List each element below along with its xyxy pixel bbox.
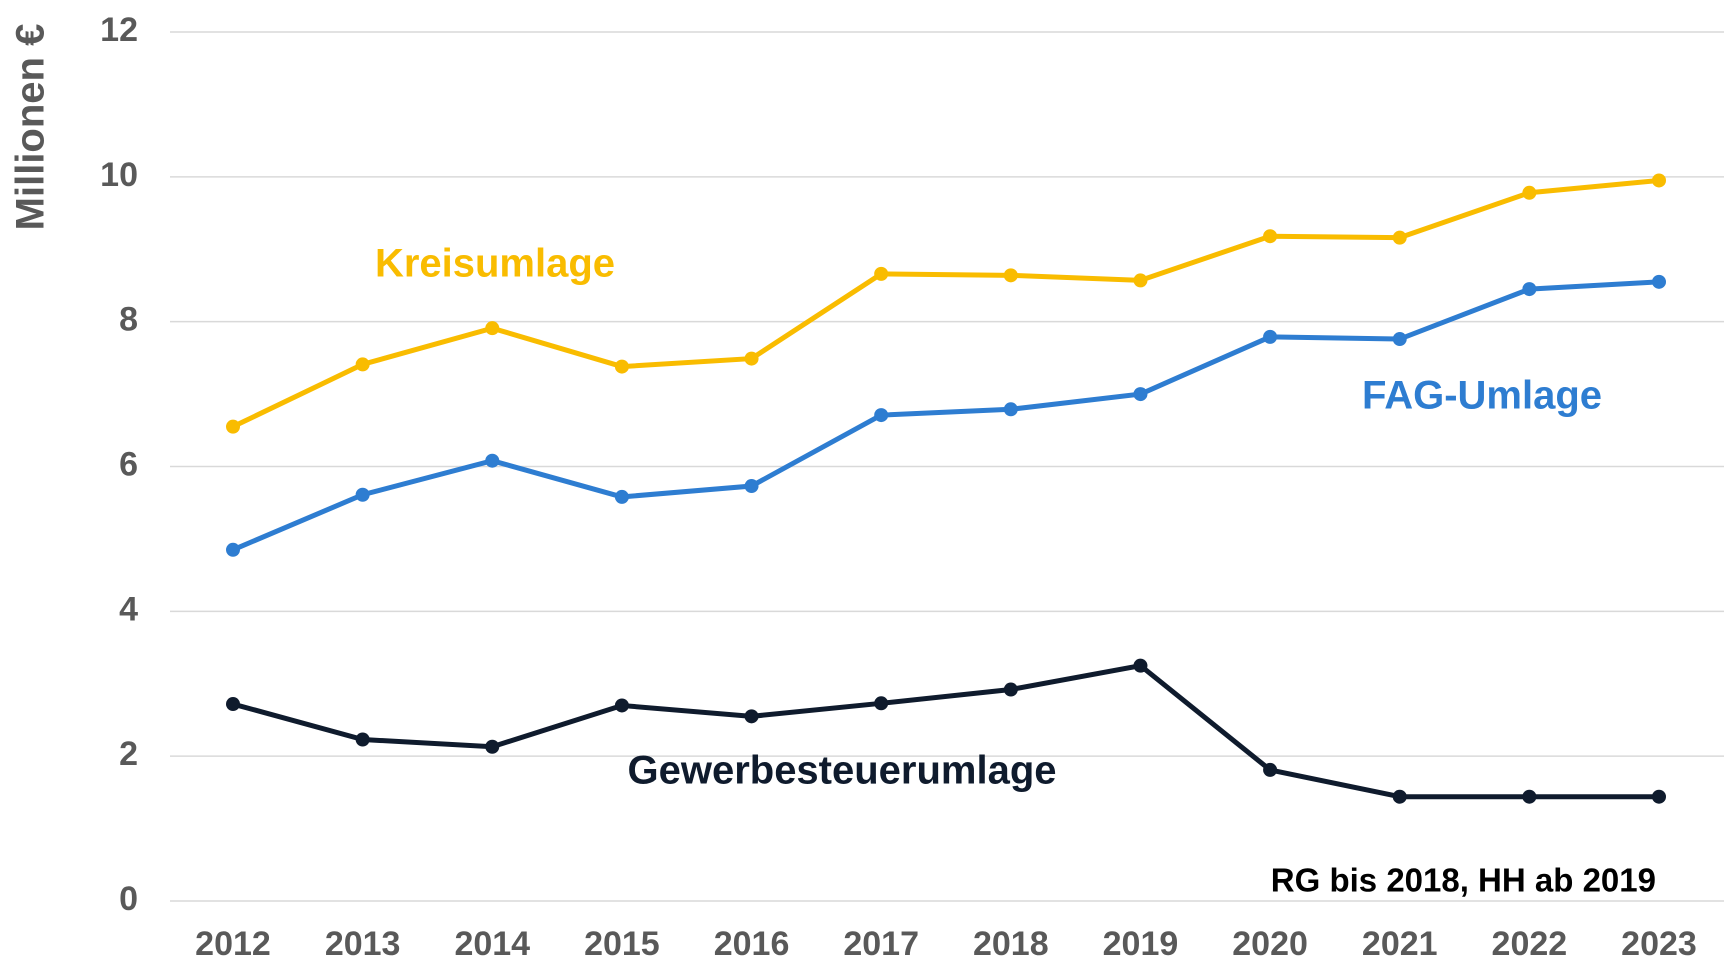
x-tick-label: 2012 bbox=[195, 925, 271, 963]
x-tick-label: 2017 bbox=[843, 925, 919, 963]
y-tick-label: 2 bbox=[119, 735, 138, 773]
data-point bbox=[874, 266, 889, 281]
data-point bbox=[874, 408, 889, 423]
series-line bbox=[231, 177, 1660, 429]
data-point bbox=[355, 357, 370, 372]
series-line bbox=[232, 279, 1660, 553]
x-tick-label: 2019 bbox=[1103, 925, 1179, 963]
data-point bbox=[355, 487, 370, 502]
data-point bbox=[1652, 173, 1666, 188]
data-point bbox=[1003, 682, 1018, 697]
data-point bbox=[226, 419, 240, 434]
data-point bbox=[1133, 658, 1148, 673]
y-axis-label: Millionen € bbox=[9, 24, 53, 231]
series-line bbox=[232, 662, 1659, 800]
data-point bbox=[1003, 268, 1018, 283]
y-tick-label: 12 bbox=[100, 11, 138, 49]
y-tick-label: 10 bbox=[100, 156, 138, 194]
data-point bbox=[1263, 329, 1278, 344]
x-tick-label: 2016 bbox=[714, 925, 790, 963]
data-point bbox=[744, 479, 759, 494]
x-tick-label: 2018 bbox=[973, 925, 1049, 963]
x-tick-label: 2021 bbox=[1362, 925, 1438, 963]
data-point bbox=[614, 698, 629, 713]
data-point bbox=[1652, 274, 1666, 289]
x-tick-label: 2020 bbox=[1232, 925, 1308, 963]
series-label: Gewerbesteuerumlage bbox=[627, 749, 1056, 793]
x-tick-label: 2014 bbox=[454, 925, 530, 963]
annotation: RG bis 2018, HH ab 2019 bbox=[1271, 862, 1656, 899]
y-tick-label: 4 bbox=[119, 590, 138, 628]
y-tick-label: 8 bbox=[119, 301, 138, 339]
data-point bbox=[1133, 387, 1148, 402]
data-point bbox=[1003, 402, 1018, 417]
data-point bbox=[1263, 762, 1278, 777]
data-point bbox=[485, 321, 500, 336]
x-tick-label: 2022 bbox=[1492, 925, 1568, 963]
data-point bbox=[1522, 789, 1537, 804]
data-point bbox=[1133, 273, 1148, 288]
data-point bbox=[614, 359, 629, 374]
data-point bbox=[1392, 332, 1407, 347]
data-point bbox=[485, 739, 500, 754]
series-label: FAG-Umlage bbox=[1362, 374, 1602, 418]
data-point bbox=[744, 709, 759, 724]
data-point bbox=[1522, 282, 1537, 297]
data-point bbox=[1392, 789, 1407, 804]
data-point bbox=[485, 453, 500, 468]
data-point bbox=[1652, 789, 1666, 804]
data-point bbox=[226, 542, 240, 557]
data-point bbox=[744, 351, 759, 366]
data-point bbox=[1392, 230, 1407, 245]
data-point bbox=[874, 696, 889, 711]
y-tick-label: 6 bbox=[119, 445, 138, 483]
x-tick-label: 2015 bbox=[584, 925, 660, 963]
data-point bbox=[226, 697, 240, 712]
data-point bbox=[1522, 185, 1537, 200]
x-tick-label: 2023 bbox=[1621, 925, 1697, 963]
data-point bbox=[355, 732, 370, 747]
y-tick-label: 0 bbox=[119, 880, 138, 918]
data-point bbox=[614, 489, 629, 504]
data-point bbox=[1263, 229, 1278, 244]
series-label: Kreisumlage bbox=[375, 242, 615, 286]
x-tick-label: 2013 bbox=[325, 925, 401, 963]
